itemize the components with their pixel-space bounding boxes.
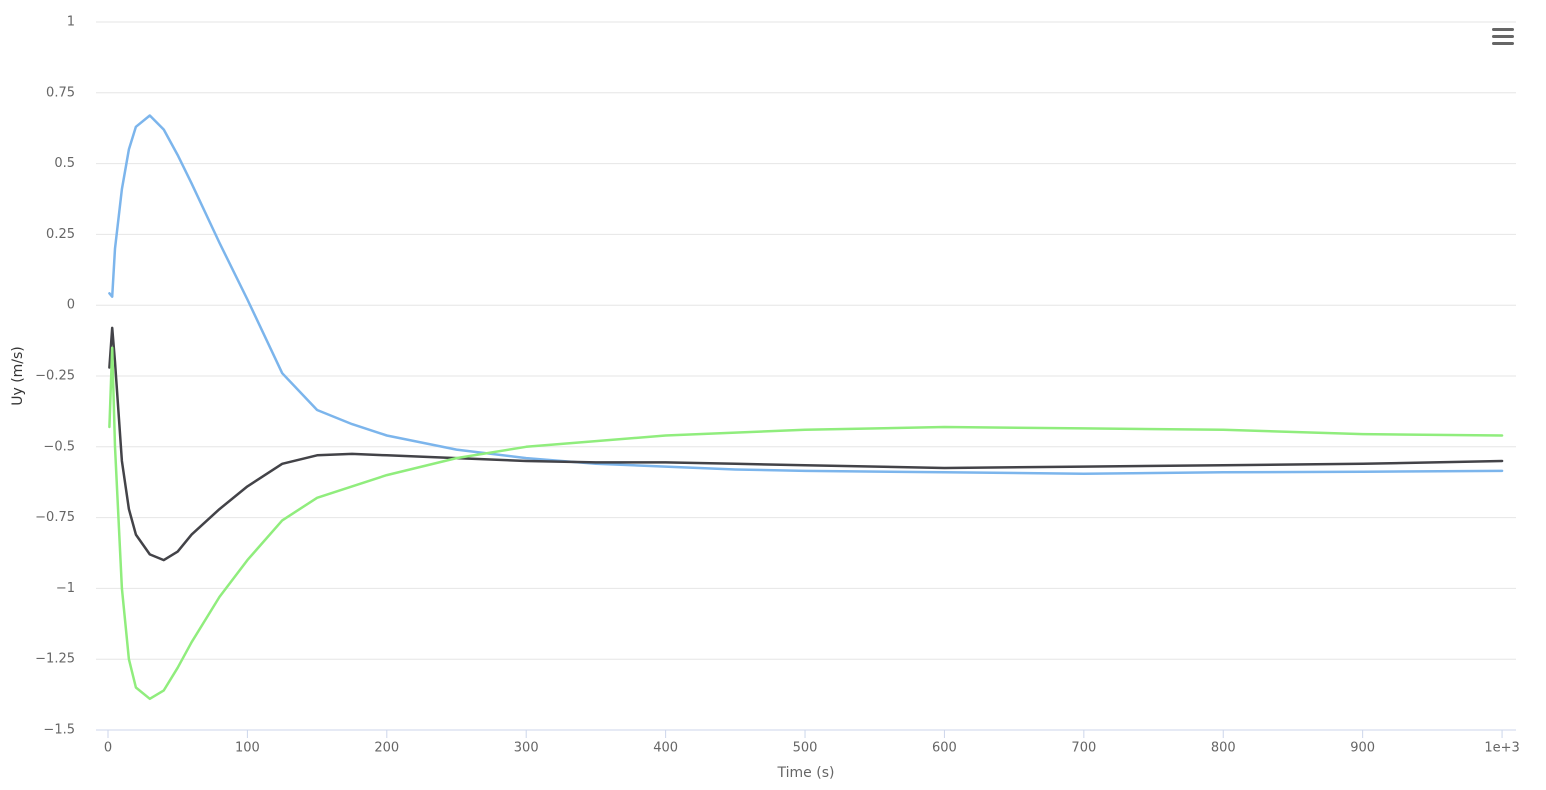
y-tick-label: 0.75: [46, 85, 75, 100]
x-tick-label: 500: [793, 741, 818, 756]
y-tick-label: 0: [67, 298, 75, 313]
x-tick-label: 900: [1350, 741, 1375, 756]
y-tick-label: −0.25: [35, 369, 75, 384]
menu-bar: [1492, 28, 1514, 31]
menu-button[interactable]: [1492, 28, 1514, 45]
x-tick-label: 200: [374, 741, 399, 756]
x-tick-label: 800: [1211, 741, 1236, 756]
y-tick-label: −0.75: [35, 510, 75, 525]
y-tick-label: −1.5: [43, 723, 75, 738]
x-tick-label: 600: [932, 741, 957, 756]
y-axis-title: Uy (m/s): [10, 346, 26, 406]
series-line: [108, 114, 1504, 475]
series-line: [108, 346, 1504, 701]
x-tick-label: 700: [1071, 741, 1096, 756]
x-tick-label: 300: [514, 741, 539, 756]
x-tick-label: 400: [653, 741, 678, 756]
x-tick-label: 100: [235, 741, 260, 756]
y-tick-label: 0.5: [54, 156, 75, 171]
y-tick-label: 0.25: [46, 227, 75, 242]
y-tick-label: −1.25: [35, 652, 75, 667]
menu-bar: [1492, 35, 1514, 38]
menu-bar: [1492, 42, 1514, 45]
y-tick-label: −1: [56, 581, 75, 596]
y-tick-label: 1: [67, 15, 75, 30]
x-tick-label: 1e+3: [1484, 741, 1519, 756]
x-tick-label: 0: [104, 741, 112, 756]
x-axis-title: Time (s): [777, 765, 835, 781]
y-tick-label: −0.5: [43, 439, 75, 454]
series-line: [108, 326, 1504, 562]
